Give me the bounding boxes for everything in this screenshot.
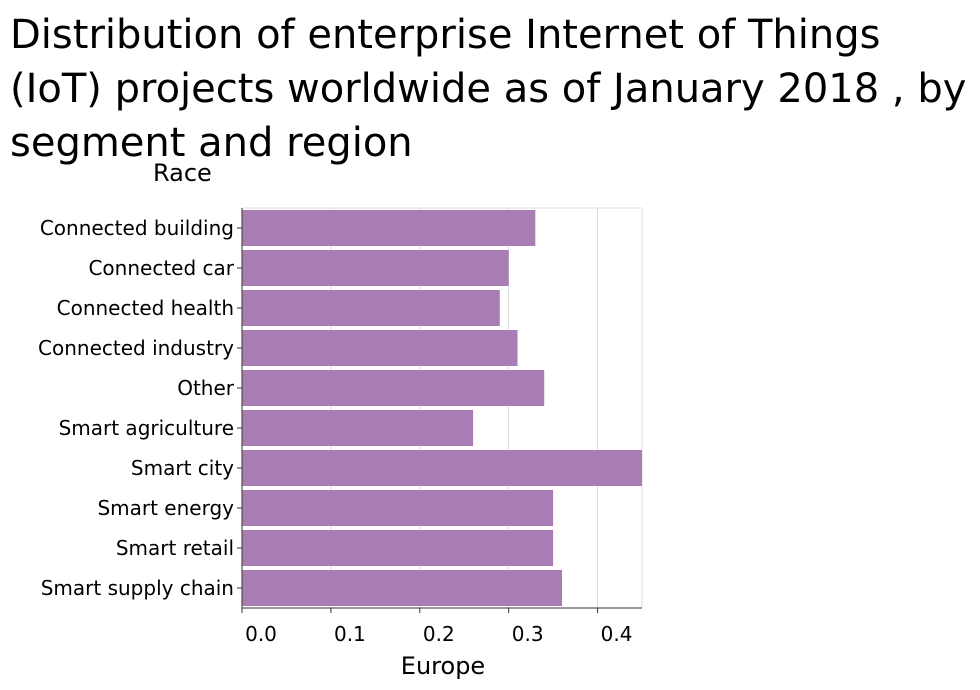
x-tick-label: 0.4	[601, 622, 633, 646]
bar	[242, 490, 554, 526]
bar	[242, 530, 554, 566]
x-tick-label: 0.2	[423, 622, 455, 646]
chart-title: Distribution of enterprise Internet of T…	[10, 12, 967, 166]
axes	[241, 208, 642, 609]
y-tick-label: Smart agriculture	[59, 416, 234, 440]
y-tick-label: Smart retail	[116, 536, 234, 560]
x-tick-label: 0.1	[334, 622, 366, 646]
x-tick-label: 0.3	[512, 622, 544, 646]
bar	[242, 330, 518, 366]
y-tick-label: Connected building	[40, 216, 234, 240]
x-tick-labels: 0.0 0.1 0.2 0.3 0.4	[241, 608, 633, 646]
bar	[242, 370, 545, 406]
y-tick-labels: Connected building Connected car Connected…	[38, 216, 242, 600]
bar	[242, 450, 642, 486]
y-tick-label: Other	[177, 376, 235, 400]
y-tick-label: Smart energy	[97, 496, 234, 520]
bar	[242, 210, 536, 246]
y-axis-label: Race	[153, 159, 212, 187]
x-axis-label: Europe	[401, 652, 485, 680]
bar	[242, 570, 562, 606]
bar	[242, 410, 474, 446]
y-tick-label: Connected car	[88, 256, 234, 280]
y-tick-label: Smart city	[131, 456, 234, 480]
x-tick-label: 0.0	[245, 622, 277, 646]
bars	[242, 210, 642, 606]
bar	[242, 290, 500, 326]
y-tick-label: Connected industry	[38, 336, 234, 360]
y-tick-label: Connected health	[57, 296, 234, 320]
y-tick-label: Smart supply chain	[41, 576, 234, 600]
bar	[242, 250, 509, 286]
